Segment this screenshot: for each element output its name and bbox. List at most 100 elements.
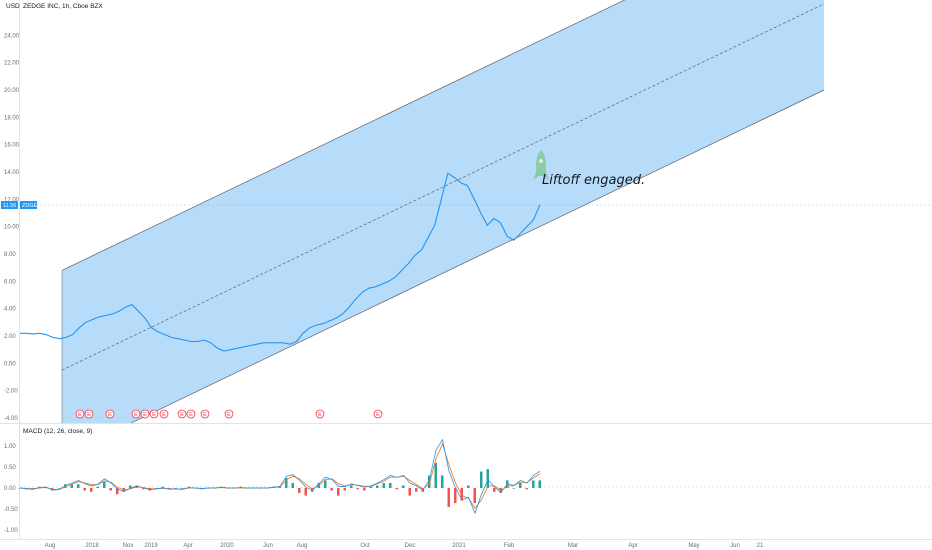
time-tick-label: Feb [504,543,515,549]
macd-histogram-bar [350,485,353,488]
macd-histogram-bar [116,488,119,495]
macd-histogram-bar [441,475,444,488]
earnings-marker[interactable]: E [140,409,150,419]
macd-histogram-bar [395,488,398,490]
price-tick-label: 20.00 [4,88,20,94]
macd-histogram-bar [109,488,112,491]
earnings-marker[interactable]: E [84,409,94,419]
price-tick-label: 16.00 [4,143,20,149]
last-price-value: 11.56 [3,203,16,209]
earnings-marker-label: E [318,412,322,418]
macd-histogram-bar [18,488,21,489]
macd-histogram-bar [402,485,405,488]
macd-histogram-bar [142,488,145,490]
macd-histogram-bar [356,488,359,490]
macd-histogram-bar [376,485,379,488]
price-tick-label: 22.00 [4,61,20,67]
macd-histogram-bar [291,483,294,488]
macd-histogram-bar [519,483,522,488]
last-price-tag: 11.56 ZDGE [1,201,38,209]
macd-histogram-bar [57,488,60,489]
macd-tick-label: -1.00 [4,528,18,534]
price-tick-label: 4.00 [4,307,16,313]
earnings-marker-label: E [152,412,156,418]
earnings-marker-label: E [203,412,207,418]
time-tick-label: Dec [405,543,416,549]
macd-line [19,438,541,515]
price-tick-label: 8.00 [4,252,16,258]
earnings-marker[interactable]: E [149,409,159,419]
macd-tick-label: -0.50 [4,507,18,513]
time-tick-label: Jun [263,543,273,549]
earnings-marker[interactable]: E [105,409,115,419]
earnings-marker[interactable]: E [131,409,141,419]
earnings-marker-label: E [189,412,193,418]
earnings-marker[interactable]: E [186,409,196,419]
time-tick-label: Aug [297,543,308,549]
earnings-marker-label: E [227,412,231,418]
price-series [20,172,541,352]
macd-histogram-bar [480,471,483,488]
macd-histogram-bar [90,488,93,492]
macd-histogram-bar [532,480,535,488]
macd-histogram-bar [447,488,450,507]
macd-tick-label: 0.50 [4,465,16,471]
channel-upper-line [61,0,626,271]
price-tick-label: 10.00 [4,225,20,231]
price-tick-label: 2.00 [4,334,16,340]
earnings-marker-label: E [376,412,380,418]
earnings-marker-label: E [180,412,184,418]
price-line [20,172,541,352]
annotation-text[interactable]: Liftoff engaged. [542,173,645,188]
macd-histogram-bar [486,469,489,488]
macd-histogram-bar [83,488,86,491]
macd-histogram-bar [473,488,476,504]
channel-band [62,0,824,423]
macd-histogram-bar [538,480,541,488]
macd-histogram-bar [278,486,281,488]
earnings-marker-label: E [162,412,166,418]
earnings-marker[interactable]: E [159,409,169,419]
price-tick-label: 12.00 [4,197,20,203]
price-tick-label: 14.00 [4,170,20,176]
macd-histogram-bar [285,477,288,488]
earnings-marker[interactable]: E [200,409,210,419]
earnings-marker[interactable]: E [75,409,85,419]
regression-channel [61,0,825,423]
time-tick-label: May [688,543,699,549]
macd-tick-label: 1.00 [4,444,16,450]
macd-title[interactable]: MACD (12, 26, close, 9) [23,428,92,435]
macd-tick-label: 0.00 [4,486,16,492]
time-tick-label: Apr [628,543,637,549]
earnings-marker-label: E [143,412,147,418]
macd-histogram-bar [493,488,496,492]
macd-series [18,438,541,515]
macd-histogram-bar [408,488,411,496]
earnings-marker[interactable]: E [373,409,383,419]
price-tick-label: -4.00 [4,416,18,422]
macd-histogram-bar [525,488,528,490]
time-tick-label: Apr [183,543,192,549]
earnings-marker[interactable]: E [224,409,234,419]
earnings-marker-label: E [108,412,112,418]
price-tick-label: 0.00 [4,361,16,367]
price-tick-label: 24.00 [4,33,20,39]
rocket-icon[interactable] [533,150,549,180]
macd-histogram-bar [467,485,470,488]
currency-label: USD [6,3,20,10]
macd-histogram-bar [389,483,392,488]
symbol-title[interactable]: ZEDGE INC, 1h, Cboe BZX [23,3,103,10]
time-tick-label: 2020 [220,543,234,549]
price-tick-label: 18.00 [4,115,20,121]
time-tick-label: 2021 [452,543,466,549]
time-tick-label: 2018 [85,543,99,549]
time-axis-ticks: Aug 2018 Nov 2019 Apr 2020 Jun Aug Oct Dec 2021 Feb… [45,543,764,549]
macd-histogram-bar [363,488,366,491]
macd-histogram-bar [512,488,515,489]
macd-histogram-bar [324,480,327,488]
price-tick-label: -2.00 [4,389,18,395]
earnings-marker[interactable]: E [177,409,187,419]
earnings-marker[interactable]: E [315,409,325,419]
